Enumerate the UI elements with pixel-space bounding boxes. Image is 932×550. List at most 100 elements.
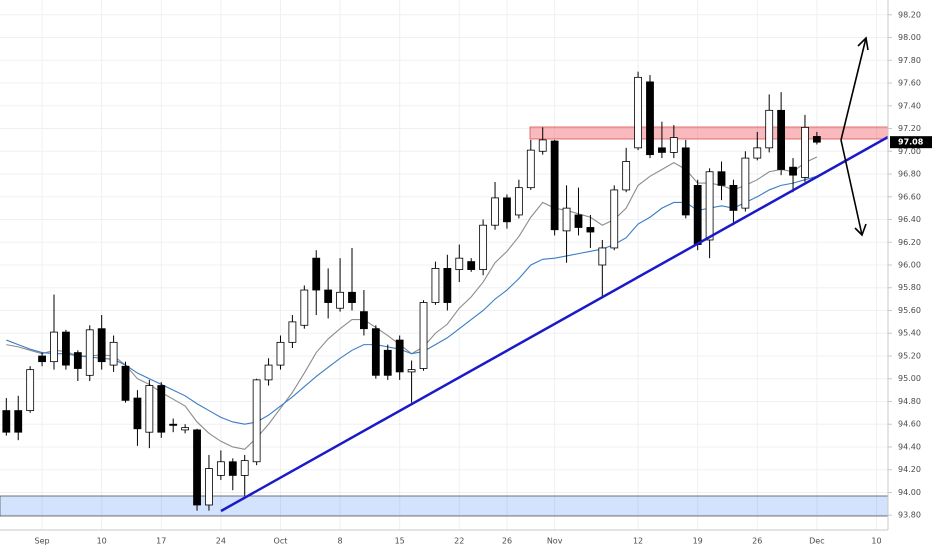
candle-body — [479, 224, 488, 270]
candle-body — [693, 184, 702, 245]
candle-body — [574, 214, 583, 228]
candle-body — [669, 137, 678, 153]
x-tick-label: Sep — [35, 537, 50, 546]
x-tick-label: 12 — [633, 537, 643, 546]
candle-body — [717, 171, 726, 186]
y-tick-label: 97.00 — [898, 147, 921, 156]
y-tick-label: 98.20 — [898, 10, 921, 19]
candle-body — [62, 331, 70, 366]
candle-body — [97, 328, 106, 363]
candle-body — [395, 339, 404, 373]
candle-body — [181, 427, 190, 431]
trend-line — [220, 135, 889, 513]
x-tick-label: 10 — [871, 537, 881, 546]
arrow-up — [840, 37, 867, 141]
candle-body — [801, 126, 809, 178]
x-tick-label: 8 — [338, 537, 343, 546]
arrow-down — [840, 139, 863, 236]
candle-body — [634, 76, 642, 149]
x-tick-label: 15 — [395, 537, 405, 546]
candle-body — [753, 147, 762, 159]
candle-body — [14, 410, 23, 433]
candle-body — [777, 109, 786, 170]
resistance-zone — [529, 126, 889, 140]
candle-body — [681, 147, 690, 216]
y-tick-label: 94.80 — [898, 397, 921, 406]
y-tick-label: 94.40 — [898, 442, 921, 451]
plot — [2, 71, 821, 511]
candle-body — [38, 355, 46, 363]
y-tick-label: 94.20 — [898, 465, 921, 474]
candle-body — [538, 139, 547, 152]
x-tick-label: Oct — [274, 537, 288, 546]
candle-body — [503, 197, 511, 223]
last-price-box — [890, 136, 932, 149]
candle-body — [324, 289, 333, 303]
candle-body — [765, 109, 774, 149]
x-tick-label: 26 — [502, 537, 512, 546]
y-tick-label: 96.80 — [898, 170, 921, 179]
candle-body — [193, 429, 201, 506]
candle-body — [467, 261, 476, 270]
candle-body — [73, 352, 82, 369]
candle-body — [622, 161, 631, 191]
x-tick-label: 10 — [97, 537, 107, 546]
x-tick-label: Dec — [809, 537, 824, 546]
y-tick-label: 96.60 — [898, 192, 921, 201]
x-tick-label: Nov — [547, 537, 563, 546]
projection-arrows — [840, 36, 869, 237]
y-tick-label: 98.00 — [898, 33, 921, 42]
candle-body — [407, 369, 416, 373]
x-tick-label: 17 — [156, 537, 166, 546]
candle-body — [252, 379, 261, 463]
candle-body — [419, 302, 428, 369]
candle-body — [312, 257, 321, 291]
candle-body — [216, 461, 225, 476]
candle-body — [455, 257, 464, 270]
y-tick-label: 96.40 — [898, 215, 921, 224]
candle-body — [658, 147, 666, 153]
candle-body — [26, 369, 35, 411]
axis-labels: 93.80 94.00 94.20 94.40 94.60 94.80 95.00 95.20… — [35, 10, 932, 546]
candle-body — [121, 365, 130, 401]
candle-body — [431, 268, 440, 303]
candle-body — [371, 328, 380, 376]
x-tick-label: 26 — [752, 537, 762, 546]
moving-average-line — [6, 175, 818, 425]
support-zone — [0, 495, 889, 517]
candle-body — [145, 385, 154, 433]
y-tick-label: 94.60 — [898, 420, 921, 429]
candle-body — [443, 268, 452, 303]
y-tick-label: 95.80 — [898, 283, 921, 292]
candle-body — [228, 461, 237, 476]
y-tick-label: 94.00 — [898, 488, 921, 497]
x-tick-label: 22 — [454, 537, 464, 546]
candle-body — [789, 166, 797, 176]
candle-body — [812, 136, 821, 143]
candle-body — [109, 341, 118, 366]
candle-body — [383, 349, 392, 376]
y-tick-label: 97.40 — [898, 101, 921, 110]
candle-body — [133, 397, 142, 430]
candle-body — [240, 460, 249, 476]
x-tick-label: 19 — [693, 537, 703, 546]
y-tick-label: 96.00 — [898, 261, 921, 270]
y-tick-label: 95.60 — [898, 306, 921, 315]
arrow-head — [857, 36, 869, 51]
candle-body — [336, 291, 344, 309]
grid — [0, 0, 888, 530]
candle-body — [729, 184, 738, 211]
candle-body — [264, 364, 273, 381]
candle-body — [276, 341, 285, 366]
candle-body — [562, 207, 571, 232]
candle-body — [205, 468, 213, 506]
y-tick-label: 95.40 — [898, 329, 921, 338]
candle-body — [610, 189, 619, 249]
candle-body — [85, 329, 94, 376]
y-tick-label: 93.80 — [898, 511, 921, 520]
candle-body — [288, 321, 297, 343]
candle-body — [348, 291, 356, 303]
y-tick-label: 95.20 — [898, 351, 921, 360]
